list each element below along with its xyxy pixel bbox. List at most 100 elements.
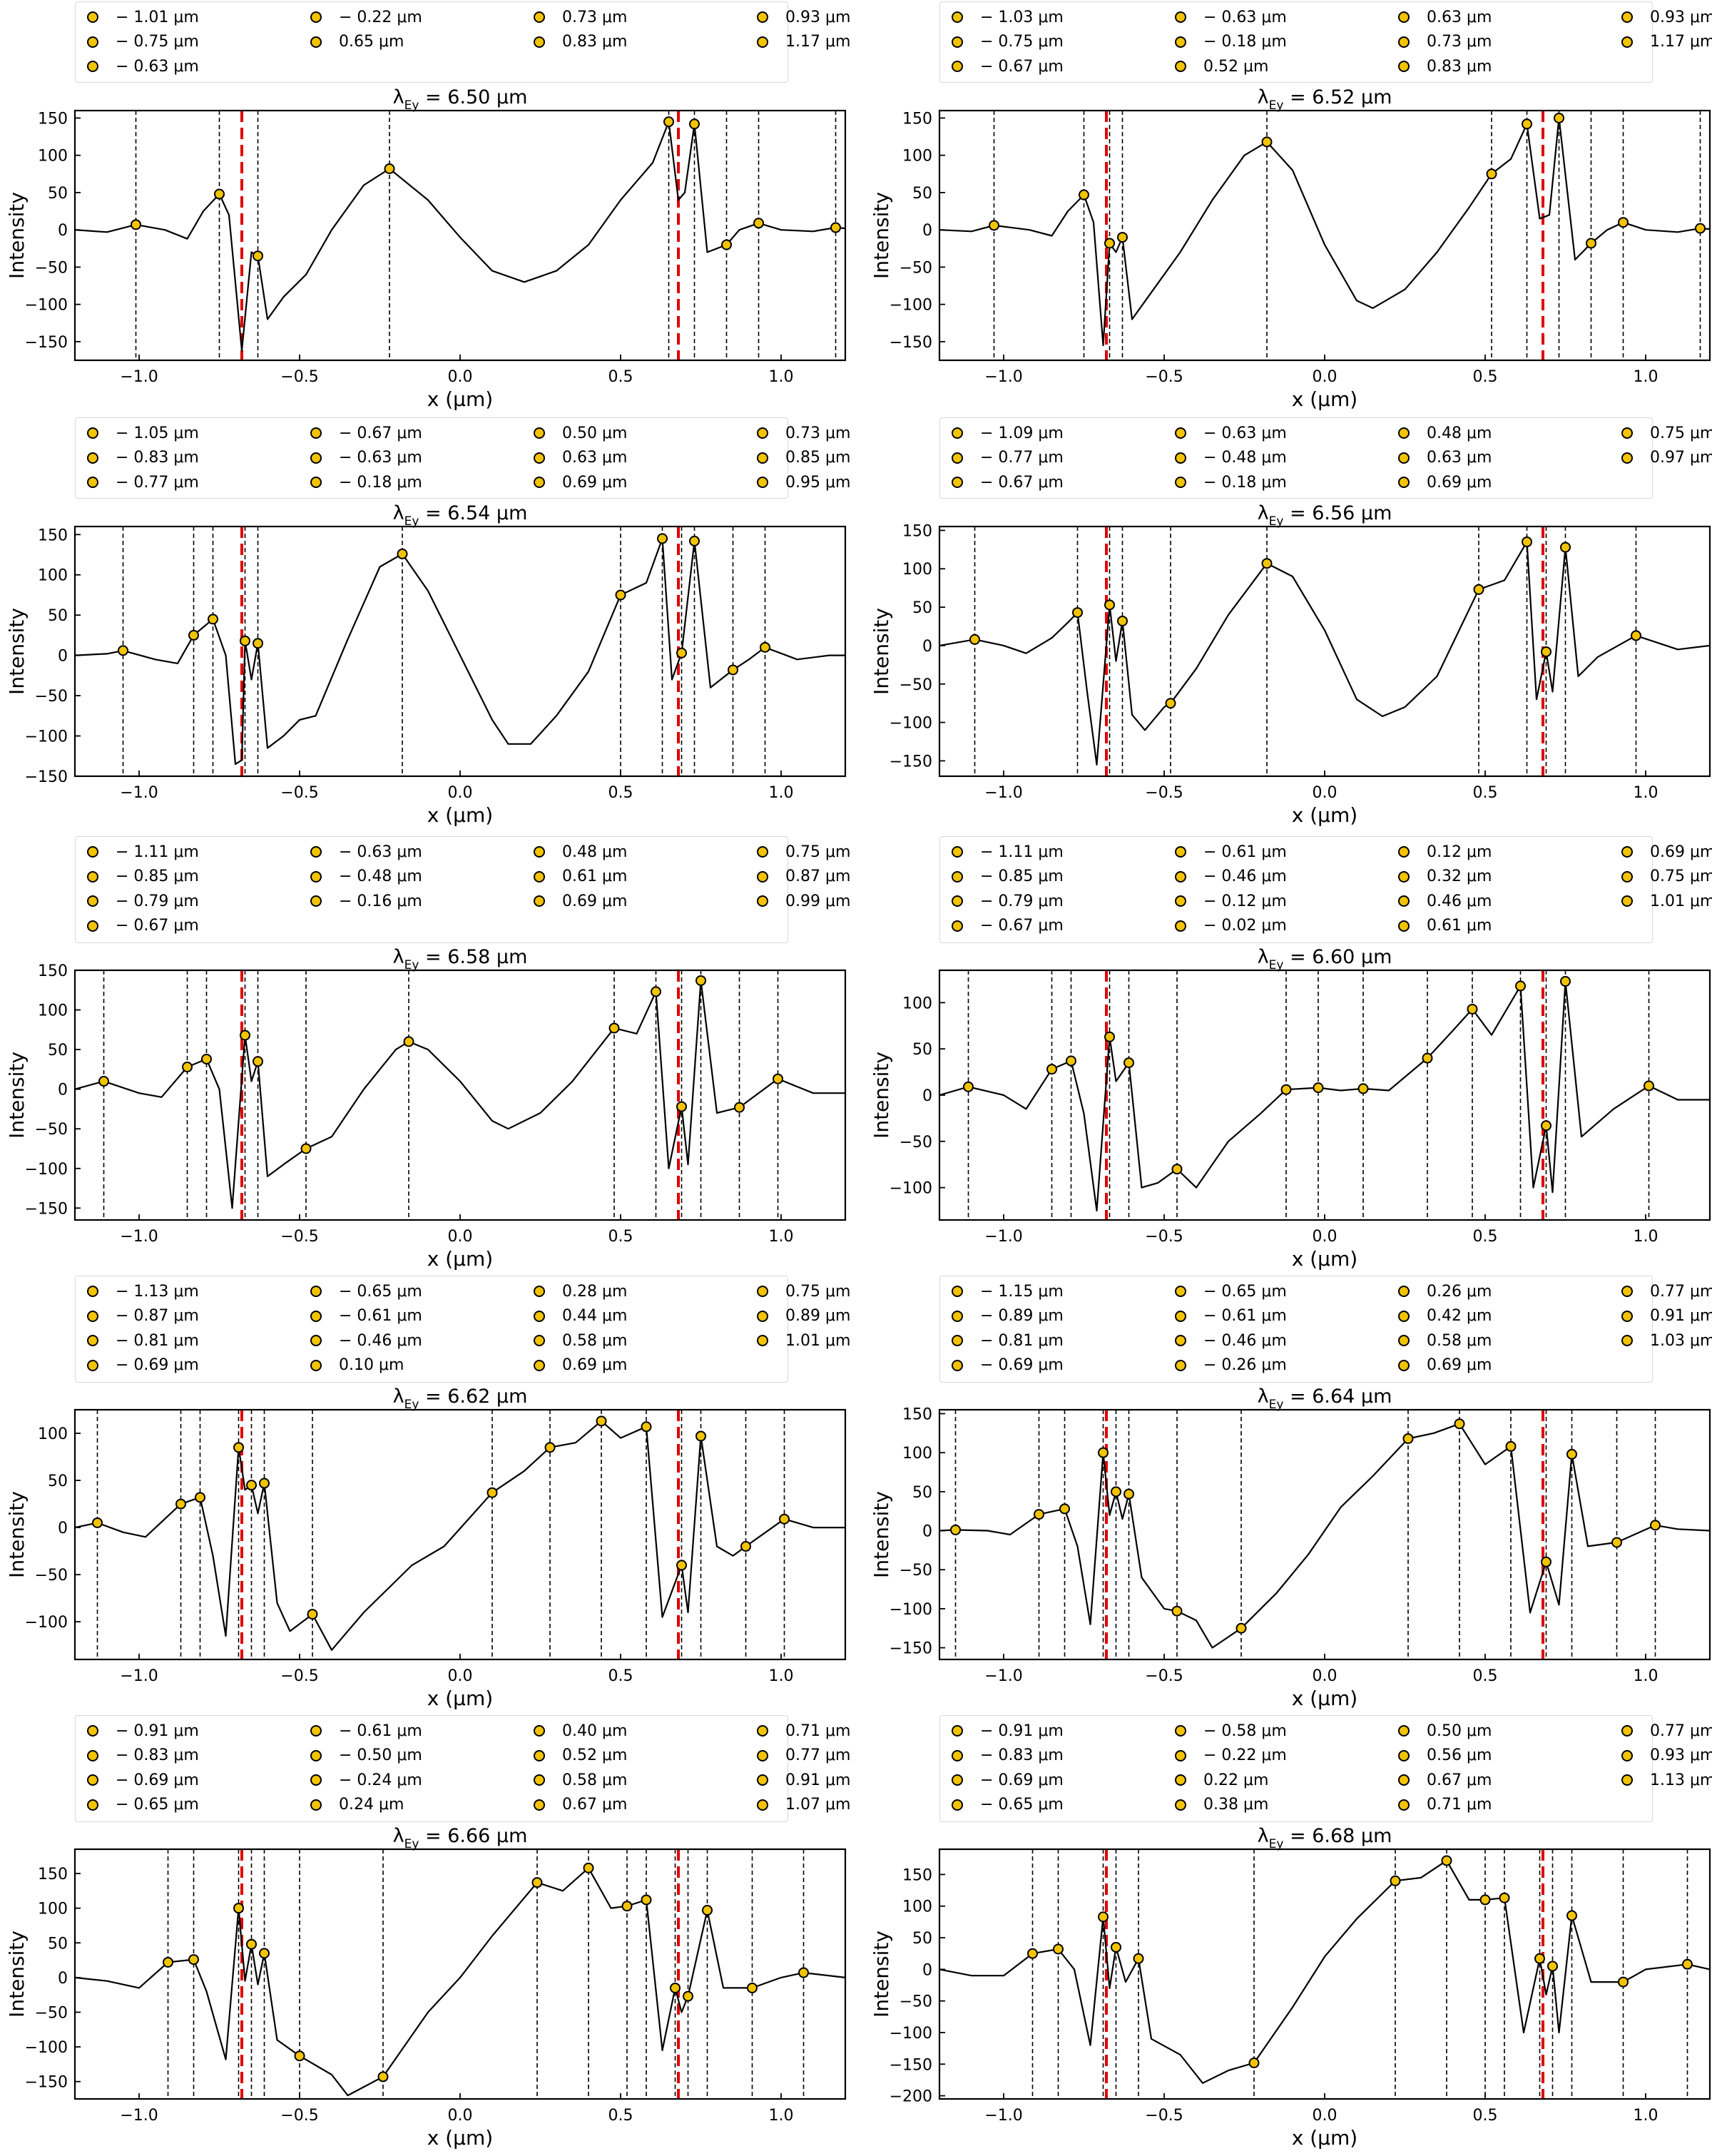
legend-marker-icon: [757, 452, 768, 464]
peak-marker: [1560, 541, 1571, 553]
legend-marker-icon: [952, 1286, 963, 1297]
legend-marker-icon: [1175, 895, 1186, 907]
chart-title: λEy = 6.54 μm: [393, 502, 528, 529]
legend-label: − 0.77 μm: [980, 449, 1064, 467]
peak-marker: [779, 1513, 790, 1525]
legend-marker-icon: [1621, 427, 1633, 439]
legend-label: − 0.69 μm: [116, 1771, 199, 1789]
legend-marker-icon: [757, 1749, 768, 1761]
plot-frame: [73, 1848, 847, 2100]
legend-marker-icon: [534, 895, 545, 907]
y-tick-label: 150: [38, 527, 68, 544]
legend-label: 0.69 μm: [562, 473, 628, 492]
y-tick-label: 150: [902, 1866, 932, 1884]
legend-marker-icon: [1175, 427, 1186, 439]
legend-item: 0.12 μm: [1398, 840, 1492, 864]
legend-marker-icon: [87, 427, 98, 439]
legend-label: − 0.22 μm: [339, 8, 422, 26]
x-tick-label: 0.0: [1313, 784, 1338, 802]
legend-item: − 0.63 μm: [1175, 5, 1287, 29]
y-tick-label: −100: [25, 1161, 68, 1179]
legend-label: 0.71 μm: [1427, 1796, 1492, 1814]
x-tick-label: −0.5: [1145, 368, 1183, 386]
legend-item: 0.52 μm: [534, 1744, 627, 1768]
legend-item: − 0.46 μm: [1175, 1328, 1287, 1353]
legend-item: 0.87 μm: [757, 865, 850, 889]
title-lambda: λ: [393, 946, 404, 968]
legend-label: 0.97 μm: [1650, 449, 1712, 467]
legend-label: 1.01 μm: [1650, 892, 1712, 910]
legend-item: − 0.75 μm: [952, 30, 1064, 54]
legend-label: − 1.15 μm: [980, 1282, 1064, 1301]
legend-item: 0.73 μm: [534, 5, 627, 29]
x-tick-label: 0.0: [1313, 1228, 1338, 1246]
chart-svg: λEy = 6.54 μm −150 −100 −50 0 50 100 150 −1.0 −0.…: [5, 502, 847, 827]
y-tick-label: 100: [902, 995, 932, 1012]
legend: − 1.01 μm − 0.75 μm − 0.63 μm − 0.22 μm 0.65…: [75, 1, 850, 83]
legend-label: 0.63 μm: [562, 449, 628, 467]
legend-item: 0.69 μm: [534, 889, 627, 913]
legend-marker-icon: [1175, 1725, 1186, 1737]
legend-label: − 1.03 μm: [980, 8, 1064, 26]
x-tick-label: 0.5: [1473, 2107, 1498, 2125]
peak-marker: [1486, 168, 1497, 180]
legend-label: − 0.61 μm: [339, 1307, 422, 1325]
legend-marker-icon: [534, 846, 545, 858]
legend-marker-icon: [1398, 11, 1410, 23]
chart-svg: λEy = 6.56 μm −150 −100 −50 0 50 100 150 −1.0 −0.…: [870, 502, 1711, 827]
legend-item: − 0.83 μm: [952, 1744, 1064, 1768]
peak-marker: [663, 116, 674, 128]
y-axis-label: Intensity: [870, 1491, 893, 1578]
x-tick-label: 0.5: [608, 1667, 633, 1685]
legend-marker-icon: [310, 846, 322, 858]
legend-marker-icon: [310, 1335, 322, 1346]
peak-marker: [1547, 1961, 1558, 1972]
legend-label: − 0.69 μm: [116, 1356, 199, 1374]
peak-marker: [1171, 1605, 1183, 1617]
x-tick-label: 1.0: [1634, 1667, 1658, 1685]
chart-title: λEy = 6.68 μm: [1258, 1825, 1392, 1851]
peak-marker: [676, 1101, 687, 1112]
legend-marker-icon: [310, 477, 322, 488]
legend-label: − 0.58 μm: [1203, 1722, 1287, 1740]
peak-marker: [1695, 223, 1706, 234]
legend-label: 0.58 μm: [562, 1331, 628, 1350]
y-tick-label: 100: [902, 1898, 932, 1916]
legend-marker-icon: [952, 427, 963, 439]
legend-label: − 0.69 μm: [980, 1356, 1064, 1374]
peak-marker: [1066, 1055, 1076, 1067]
legend-item: − 0.69 μm: [952, 1353, 1064, 1378]
chart-svg: λEy = 6.58 μm −150 −100 −50 0 50 100 150 −1.0 −0.…: [5, 946, 847, 1271]
legend-marker-icon: [1398, 427, 1410, 439]
legend-item: − 0.16 μm: [310, 889, 422, 913]
peak-marker: [760, 641, 770, 653]
chart-svg: λEy = 6.60 μm −100 −50 0 50 100 −1.0 −0.5 0.0 0.5…: [870, 946, 1711, 1271]
legend-item: 0.83 μm: [1398, 54, 1492, 78]
legend-label: 0.24 μm: [339, 1796, 404, 1814]
legend-item: − 0.65 μm: [310, 1279, 422, 1303]
y-tick-label: 0: [922, 1087, 932, 1105]
legend-label: 0.50 μm: [562, 424, 628, 442]
x-tick-label: −1.0: [120, 1667, 158, 1685]
y-tick-label: −150: [25, 768, 68, 786]
legend-item: 0.75 μm: [1621, 865, 1712, 889]
y-tick-label: 50: [912, 599, 932, 617]
chart-svg: λEy = 6.66 μm −150 −100 −50 0 50 100 150 −1.0 −0.…: [5, 1825, 847, 2150]
x-axis-label: x (μm): [427, 2126, 493, 2150]
title-subscript: Ey: [1269, 514, 1284, 529]
legend-marker-icon: [534, 11, 545, 23]
legend-item: 0.73 μm: [757, 421, 850, 445]
legend-label: − 0.83 μm: [980, 1746, 1064, 1764]
peak-marker: [1422, 1052, 1433, 1064]
y-tick-label: 0: [58, 222, 68, 240]
peak-marker: [747, 1982, 758, 1993]
y-axis-label: Intensity: [870, 608, 893, 695]
legend-item: 0.99 μm: [757, 889, 850, 913]
x-tick-label: 0.0: [1313, 2107, 1338, 2125]
legend-label: − 0.26 μm: [1203, 1356, 1287, 1374]
legend: − 1.15 μm − 0.89 μm − 0.81 μm − 0.69 μm − 0.…: [939, 1276, 1712, 1383]
y-tick-label: 0: [922, 1961, 932, 1979]
legend-label: − 0.67 μm: [980, 917, 1064, 935]
peak-marker: [683, 1990, 693, 2002]
y-axis-label: Intensity: [5, 1931, 29, 2018]
